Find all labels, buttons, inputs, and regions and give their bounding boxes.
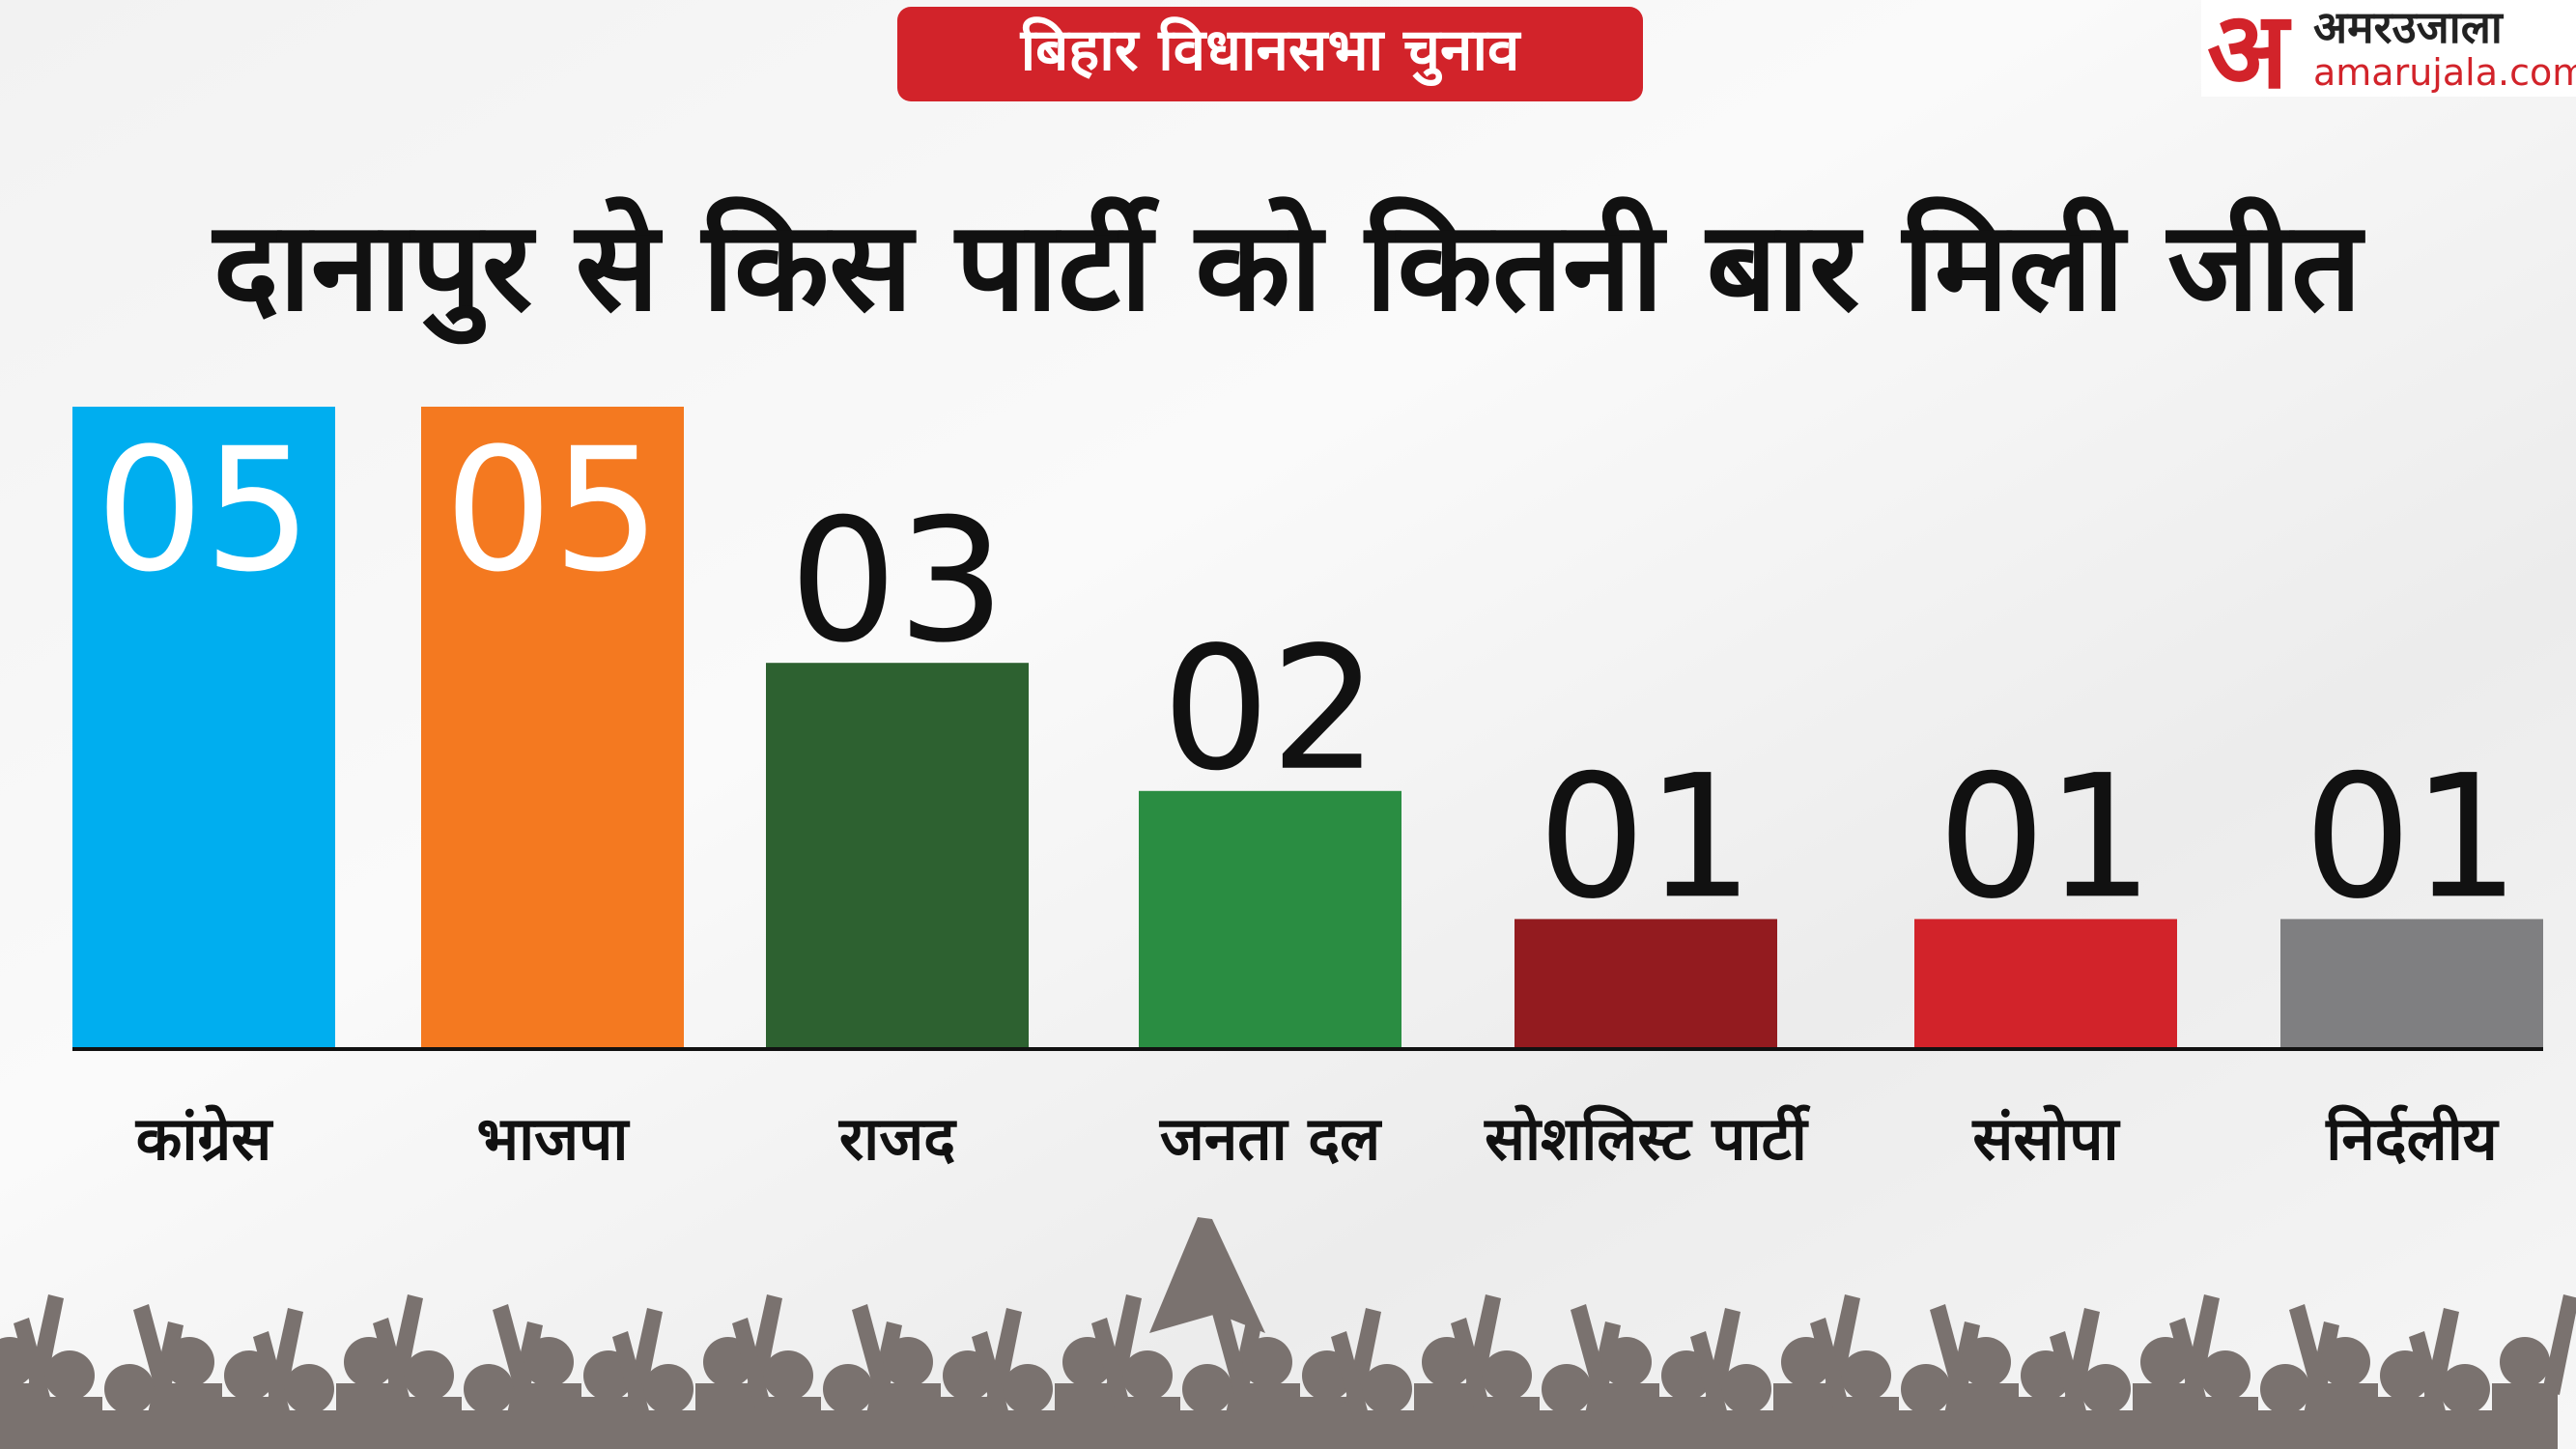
body bbox=[1594, 1383, 1659, 1449]
arm bbox=[493, 1304, 531, 1395]
arm bbox=[1331, 1331, 1370, 1422]
category-label: संसोपा bbox=[1971, 1103, 2120, 1174]
arm bbox=[1211, 1304, 1250, 1395]
head bbox=[1601, 1337, 1652, 1387]
arm bbox=[732, 1318, 771, 1408]
body bbox=[2492, 1383, 2558, 1449]
head bbox=[464, 1364, 514, 1414]
bar bbox=[766, 663, 1029, 1047]
bar bbox=[421, 407, 684, 1047]
category-label: कांग्रेस bbox=[135, 1103, 274, 1174]
bar bbox=[1914, 919, 2177, 1047]
head bbox=[164, 1337, 214, 1387]
arm bbox=[253, 1331, 292, 1422]
head bbox=[2440, 1364, 2490, 1414]
head bbox=[284, 1364, 334, 1414]
bar bbox=[72, 407, 335, 1047]
body bbox=[336, 1383, 402, 1449]
category-label: जनता दल bbox=[1159, 1103, 1382, 1174]
crowd-silhouette bbox=[0, 1217, 2576, 1449]
body bbox=[1414, 1383, 1480, 1449]
logo-box bbox=[2201, 0, 2576, 97]
flag bbox=[1149, 1217, 1265, 1333]
body bbox=[1055, 1383, 1120, 1449]
arm bbox=[2050, 1331, 2088, 1422]
body bbox=[695, 1383, 761, 1449]
category-label: राजद bbox=[838, 1103, 957, 1174]
head bbox=[1841, 1350, 1891, 1401]
logo-name: अमरउजाला bbox=[2313, 1, 2505, 53]
arm bbox=[972, 1331, 1010, 1422]
head bbox=[1122, 1350, 1173, 1401]
head bbox=[1901, 1364, 1951, 1414]
head bbox=[1542, 1364, 1592, 1414]
head bbox=[643, 1364, 694, 1414]
arm bbox=[373, 1318, 411, 1408]
tag-text: बिहार विधानसभा चुनाव bbox=[1020, 16, 1522, 87]
category-label: सोशलिस्ट पार्टी bbox=[1484, 1103, 1811, 1174]
value-label: 05 bbox=[96, 412, 312, 610]
arm bbox=[2409, 1331, 2448, 1422]
body bbox=[875, 1383, 941, 1449]
arm bbox=[1451, 1318, 1489, 1408]
head bbox=[763, 1350, 813, 1401]
arm bbox=[2289, 1304, 2328, 1395]
head bbox=[44, 1350, 95, 1401]
body bbox=[1953, 1383, 2019, 1449]
arm bbox=[1091, 1318, 1130, 1408]
head bbox=[2500, 1337, 2550, 1387]
chart-title: दानापुर से किस पार्टी को कितनी बार मिली … bbox=[212, 195, 2365, 345]
head bbox=[1182, 1364, 1232, 1414]
arm bbox=[1690, 1331, 1729, 1422]
head bbox=[1003, 1364, 1053, 1414]
body bbox=[2312, 1383, 2378, 1449]
category-label: निर्दलीय bbox=[2325, 1103, 2499, 1174]
head bbox=[104, 1364, 155, 1414]
head bbox=[2260, 1364, 2310, 1414]
body bbox=[516, 1383, 581, 1449]
head bbox=[1242, 1337, 1292, 1387]
head bbox=[823, 1364, 873, 1414]
value-label: 01 bbox=[2304, 738, 2520, 936]
logo-site: amarujala.com bbox=[2313, 51, 2576, 94]
body bbox=[2133, 1383, 2198, 1449]
head bbox=[524, 1337, 574, 1387]
head bbox=[883, 1337, 933, 1387]
arm bbox=[14, 1318, 52, 1408]
arm bbox=[1930, 1304, 1968, 1395]
head bbox=[2081, 1364, 2131, 1414]
head bbox=[1482, 1350, 1532, 1401]
value-label: 01 bbox=[1938, 738, 2154, 936]
arm bbox=[612, 1331, 651, 1422]
bar bbox=[2280, 919, 2543, 1047]
head bbox=[2320, 1337, 2370, 1387]
head bbox=[404, 1350, 454, 1401]
value-label: 01 bbox=[1538, 738, 1754, 936]
body bbox=[1773, 1383, 1839, 1449]
value-label: 02 bbox=[1162, 611, 1378, 809]
body bbox=[156, 1383, 222, 1449]
arm bbox=[852, 1304, 891, 1395]
category-label: भाजपा bbox=[477, 1103, 631, 1174]
arm bbox=[2542, 1294, 2576, 1395]
head bbox=[2200, 1350, 2250, 1401]
value-label: 05 bbox=[444, 412, 661, 610]
head bbox=[1961, 1337, 2011, 1387]
head bbox=[1362, 1364, 1412, 1414]
logo-mark: अ bbox=[2207, 0, 2292, 112]
bar bbox=[1514, 919, 1777, 1047]
tag-box bbox=[897, 7, 1643, 101]
head bbox=[1721, 1364, 1771, 1414]
bar bbox=[1139, 790, 1401, 1047]
arm bbox=[1810, 1318, 1849, 1408]
arm bbox=[2169, 1318, 2208, 1408]
arm bbox=[133, 1304, 172, 1395]
value-label: 03 bbox=[789, 482, 1005, 680]
arm bbox=[1571, 1304, 1609, 1395]
body bbox=[1234, 1383, 1300, 1449]
